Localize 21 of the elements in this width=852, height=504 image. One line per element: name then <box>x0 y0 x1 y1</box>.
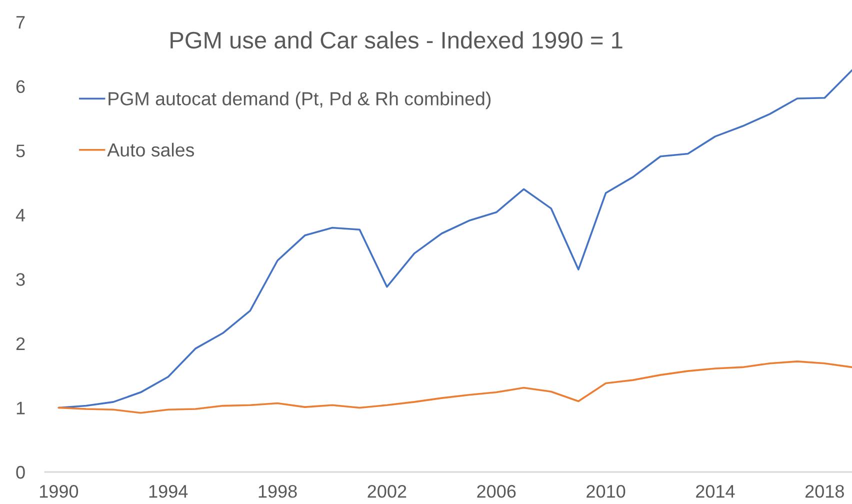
legend-label: PGM autocat demand (Pt, Pd & Rh combined) <box>108 92 491 110</box>
y-tick-label: 7 <box>16 16 25 29</box>
x-tick-label: 2010 <box>586 484 626 498</box>
legend-label: Auto sales <box>107 142 194 157</box>
y-tick-label: 0 <box>16 466 25 479</box>
y-tick-label: 4 <box>16 208 26 222</box>
line-series <box>58 360 852 414</box>
line-series <box>58 69 852 409</box>
x-tick-label: 1998 <box>258 484 297 498</box>
x-tick-label: 1990 <box>40 484 78 498</box>
x-tick-label: 2002 <box>368 484 406 498</box>
x-tick-label: 2006 <box>477 484 516 498</box>
y-tick-label: 5 <box>16 144 25 158</box>
x-tick-label: 2018 <box>805 484 844 498</box>
x-tick-label: 2014 <box>696 484 735 498</box>
y-tick-label: 1 <box>16 402 25 414</box>
y-tick-label: 6 <box>16 80 25 94</box>
y-tick-label: 2 <box>16 337 25 350</box>
chart-title: PGM use and Car sales - Indexed 1990 = 1 <box>170 31 622 49</box>
y-tick-label: 3 <box>16 273 25 286</box>
x-tick-label: 1994 <box>149 484 188 498</box>
